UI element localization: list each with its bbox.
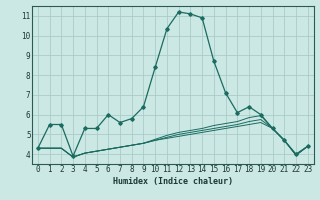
X-axis label: Humidex (Indice chaleur): Humidex (Indice chaleur) bbox=[113, 177, 233, 186]
